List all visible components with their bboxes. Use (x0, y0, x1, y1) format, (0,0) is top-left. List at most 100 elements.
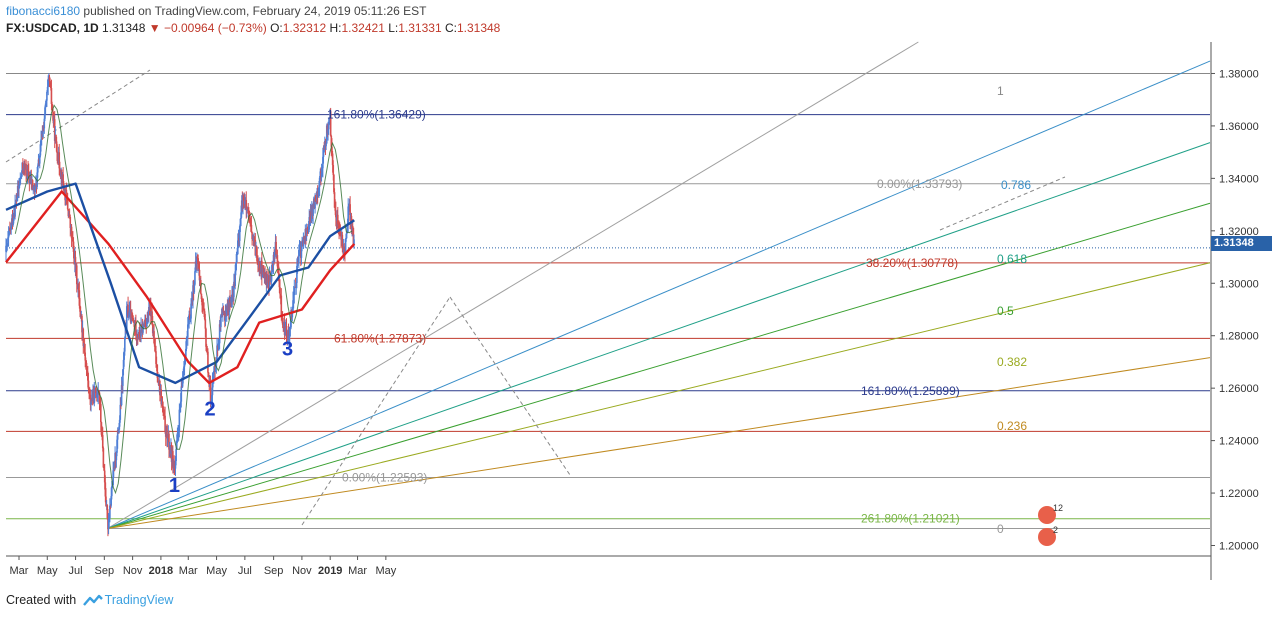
candle-body (168, 433, 170, 450)
candle-body (337, 214, 339, 225)
candle-body (14, 200, 17, 204)
candle-body (276, 255, 279, 267)
candle-body (6, 243, 9, 245)
candle-body (102, 448, 105, 468)
candle-body (303, 237, 305, 239)
candle-body (242, 196, 244, 208)
candle-body (185, 338, 188, 349)
candle-body (192, 285, 194, 302)
candle-body (88, 389, 90, 391)
candle-body (246, 209, 248, 211)
candle-body (46, 91, 48, 101)
time-tick-label: May (206, 565, 227, 577)
candle-body (248, 219, 251, 221)
candle-body (116, 430, 119, 440)
high-label: H: (329, 21, 342, 35)
candle-body (133, 321, 135, 323)
candle-body (96, 395, 98, 398)
candle-body (256, 255, 259, 259)
candle-body (36, 172, 38, 187)
candle-body (349, 204, 351, 221)
fan-label: 0 (997, 522, 1004, 536)
candle-body (201, 299, 203, 306)
price-tick-label: 1.36000 (1219, 121, 1259, 133)
candle-body (120, 385, 123, 406)
time-tick-label: Nov (292, 565, 312, 577)
candle-body (267, 279, 270, 284)
candle-body (339, 231, 342, 237)
candle-body (287, 330, 290, 341)
candle-body (193, 284, 196, 293)
candle-body (14, 203, 16, 217)
fan-label: 0.382 (997, 355, 1027, 369)
candle-body (190, 303, 192, 319)
tradingview-brand[interactable]: TradingView (104, 593, 174, 607)
candle-body (351, 225, 353, 231)
candle-body (82, 328, 85, 346)
candle-body (42, 127, 44, 138)
candle-body (295, 282, 298, 288)
fan-line (107, 41, 919, 529)
candle-body (296, 265, 298, 283)
candle-body (166, 425, 168, 439)
wave-label: 3 (282, 338, 293, 360)
candle-body (322, 147, 325, 157)
moving-average-line (5, 190, 356, 385)
candle-body (100, 422, 103, 435)
candle-body (346, 231, 348, 235)
candle-body (275, 241, 277, 256)
candle-body (43, 118, 46, 129)
candle-body (125, 306, 128, 330)
candle-body (140, 324, 142, 337)
candle-body (140, 324, 143, 326)
candle-body (157, 377, 159, 382)
time-tick-label: 2018 (149, 565, 173, 577)
candle-body (77, 287, 80, 291)
candle-body (26, 169, 29, 179)
candle-body (9, 229, 12, 231)
candle-body (218, 343, 220, 345)
candle-body (183, 364, 186, 367)
candle-body (50, 88, 53, 104)
candle-body (119, 404, 122, 420)
candle-body (27, 169, 29, 172)
price-tick-label: 1.20000 (1219, 541, 1259, 553)
candle-body (220, 314, 222, 328)
candle-body (156, 364, 159, 378)
candle-body (244, 200, 246, 205)
candle-body (153, 343, 156, 347)
candle-body (314, 195, 316, 209)
candle-body (81, 315, 83, 333)
candle-body (351, 225, 354, 228)
candle-body (270, 281, 272, 283)
candle-body (218, 324, 221, 344)
candle-body (138, 330, 141, 337)
candle-body (101, 435, 104, 449)
candle-body (312, 204, 314, 216)
candle-body (175, 449, 177, 462)
fan-label: 0.618 (997, 252, 1027, 266)
candle-body (237, 240, 239, 255)
candle-body (250, 224, 253, 233)
candle-body (281, 318, 284, 325)
candle-body (139, 336, 142, 338)
price-tick-label: 1.28000 (1219, 331, 1259, 343)
candle-body (107, 518, 110, 530)
candle-body (253, 238, 256, 240)
candle-body (67, 209, 70, 217)
candle-body (76, 284, 79, 289)
candle-body (118, 426, 120, 434)
candle-body (236, 254, 238, 256)
candle-body (180, 386, 183, 402)
time-tick-label: Sep (264, 565, 284, 577)
candle-body (58, 152, 61, 169)
candle-body (272, 254, 275, 266)
candle-body (173, 460, 175, 469)
candle-body (196, 257, 198, 265)
candle-body (148, 306, 150, 316)
author-name[interactable]: fibonacci6180 (6, 4, 81, 18)
candle-body (164, 415, 166, 433)
candle-body (155, 351, 157, 364)
candle-body (86, 368, 88, 372)
